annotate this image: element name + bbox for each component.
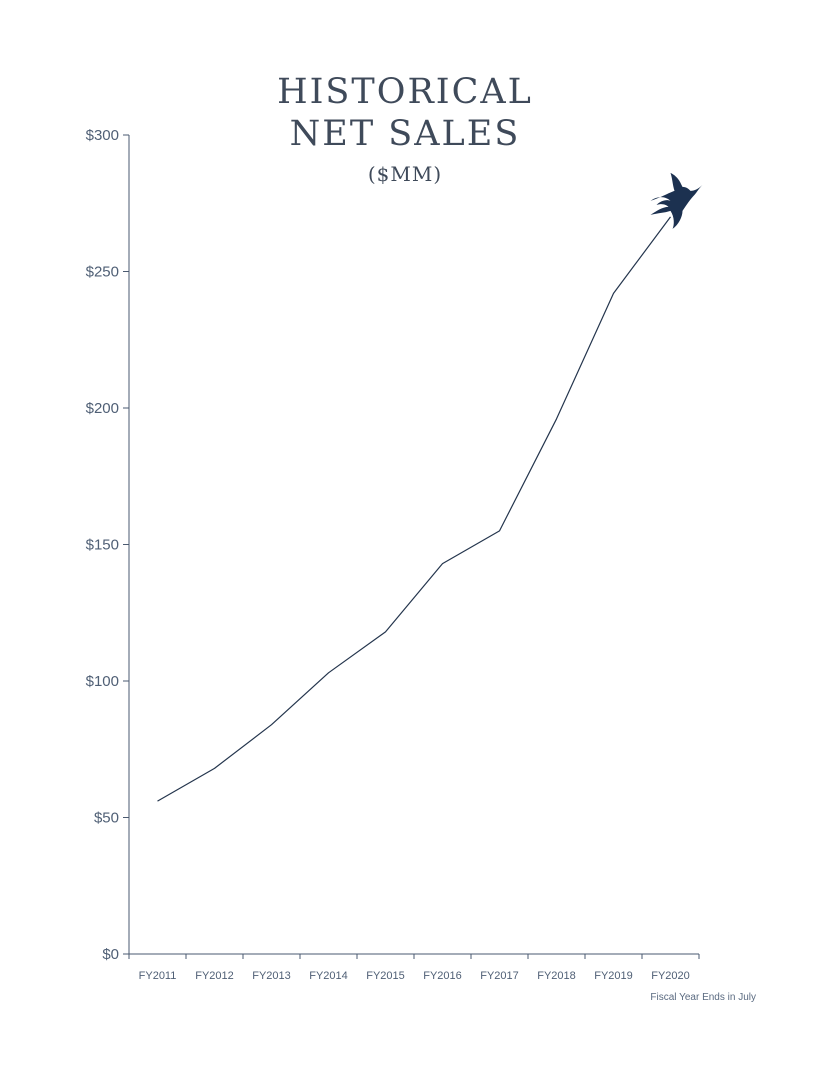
x-tick-label: FY2017 xyxy=(480,970,519,982)
chart-title-units: ($MM) xyxy=(367,162,443,186)
x-tick-label: FY2013 xyxy=(252,970,291,982)
chart-axes xyxy=(128,135,699,955)
icon-layer xyxy=(650,172,703,229)
y-tick-label: $50 xyxy=(94,810,119,827)
x-tick-label: FY2014 xyxy=(309,970,348,982)
series-net-sales xyxy=(157,216,671,802)
x-tick-label: FY2020 xyxy=(651,970,690,982)
y-tick-label: $0 xyxy=(102,946,119,963)
x-axis-ticks: FY2011 FY2012 FY2013 FY2014 FY2015 FY2016 FY20… xyxy=(128,954,700,982)
x-tick-label: FY2012 xyxy=(195,970,234,982)
net-sales-line xyxy=(157,216,671,802)
y-tick-label: $150 xyxy=(86,537,119,554)
x-tick-label: FY2019 xyxy=(594,970,633,982)
y-tick-label: $300 xyxy=(86,127,119,144)
y-axis-ticks: $0 $50 $100 $150 $200 $250 $300 xyxy=(86,127,129,963)
x-tick-label: FY2018 xyxy=(537,970,576,982)
x-tick-label: FY2011 xyxy=(139,970,177,982)
fiscal-year-footnote: Fiscal Year Ends in July xyxy=(650,992,756,1003)
y-tick-label: $250 xyxy=(86,264,119,281)
x-tick-label: FY2016 xyxy=(423,970,462,982)
x-tick-label: FY2015 xyxy=(366,970,405,982)
chart-title-line-2: NET SALES xyxy=(289,114,521,154)
flying-duck-icon xyxy=(650,172,703,229)
y-tick-label: $100 xyxy=(86,673,119,690)
chart-title-line-1: HISTORICAL xyxy=(277,72,533,112)
y-tick-label: $200 xyxy=(86,400,119,417)
